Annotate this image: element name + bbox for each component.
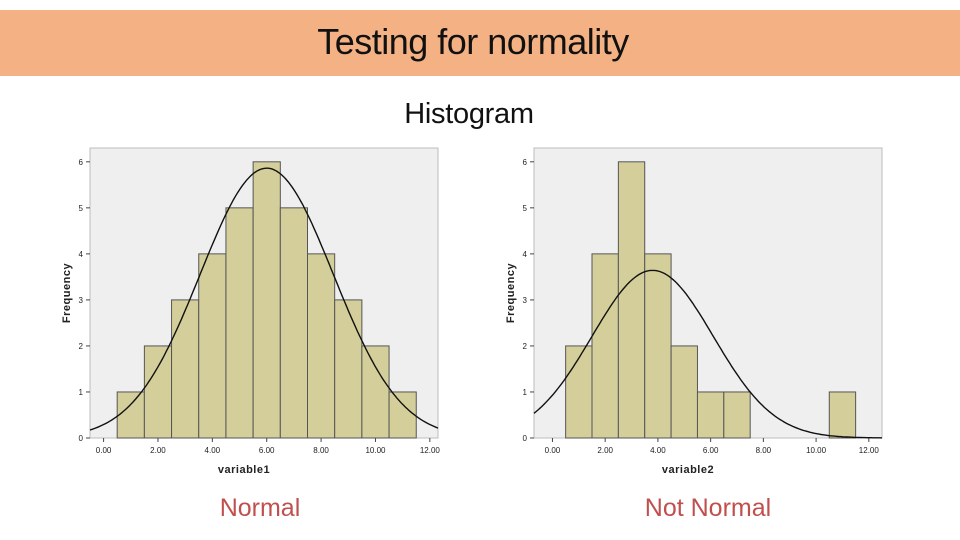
histogram-not-normal: 0 1 2 3 4 5 6 0.00 2.00 4.00 6.00 8.00 10.00 12.00 var… (505, 147, 883, 476)
x-axis-title: variable1 (218, 464, 270, 476)
x-tick-label: 0.00 (96, 446, 112, 455)
y-tick-label: 1 (523, 388, 528, 397)
histogram-bar (644, 253, 672, 439)
y-tick-label: 5 (79, 204, 84, 213)
x-tick-label: 12.00 (859, 446, 880, 455)
y-tick-label: 2 (79, 342, 84, 351)
y-tick-label: 0 (79, 434, 84, 443)
y-tick-label: 6 (79, 158, 84, 167)
page-title: Testing for normality (317, 21, 629, 62)
x-axis-title: variable2 (662, 464, 714, 476)
histogram-bar (279, 207, 308, 439)
histogram-bar (307, 253, 336, 439)
histogram-bar (388, 391, 417, 439)
y-axis-title: Frequency (505, 263, 517, 324)
chart-subtitle: Histogram (404, 98, 534, 130)
histogram-bar (143, 345, 173, 439)
y-tick-label: 3 (79, 296, 84, 305)
x-tick-label: 8.00 (313, 446, 329, 455)
histogram-bar (828, 391, 857, 439)
title-banner (0, 10, 960, 76)
x-tick-label: 2.00 (597, 446, 613, 455)
histogram-bar (171, 299, 200, 439)
histogram-bar (361, 345, 390, 439)
histogram-bar (252, 161, 281, 439)
y-tick-label: 0 (523, 434, 528, 443)
x-tick-label: 4.00 (205, 446, 221, 455)
histogram-bar (591, 253, 619, 439)
y-axis-title: Frequency (61, 263, 73, 324)
y-tick-label: 5 (523, 204, 528, 213)
histogram-normal: 0 1 2 3 4 5 6 0.00 2.00 4.00 6.00 8.00 10.00 12.00 var… (61, 147, 441, 476)
x-tick-label: 2.00 (150, 446, 166, 455)
x-tick-label: 12.00 (420, 446, 441, 455)
x-tick-label: 6.00 (703, 446, 719, 455)
x-tick-label: 8.00 (756, 446, 772, 455)
caption-not-normal: Not Normal (644, 494, 772, 522)
histogram-bar (565, 345, 593, 439)
x-tick-label: 4.00 (650, 446, 666, 455)
histogram-bar (198, 253, 227, 439)
normal-curve (533, 269, 883, 439)
y-tick-label: 3 (523, 296, 528, 305)
histogram-bar (670, 345, 698, 439)
histogram-bar (723, 391, 751, 439)
y-tick-label: 2 (523, 342, 528, 351)
normal-curve (89, 167, 439, 431)
y-tick-label: 1 (79, 388, 84, 397)
x-tick-label: 10.00 (806, 446, 827, 455)
x-tick-label: 10.00 (365, 446, 386, 455)
x-tick-label: 6.00 (259, 446, 275, 455)
histogram-bar (696, 391, 725, 439)
y-tick-label: 4 (79, 250, 84, 259)
histogram-bar (116, 391, 145, 439)
histogram-bar (225, 207, 254, 439)
y-tick-label: 6 (523, 158, 528, 167)
x-tick-label: 0.00 (545, 446, 561, 455)
y-tick-label: 4 (523, 250, 528, 259)
histogram-bar (334, 299, 363, 439)
histogram-bar (617, 161, 646, 439)
caption-normal: Normal (219, 494, 301, 522)
